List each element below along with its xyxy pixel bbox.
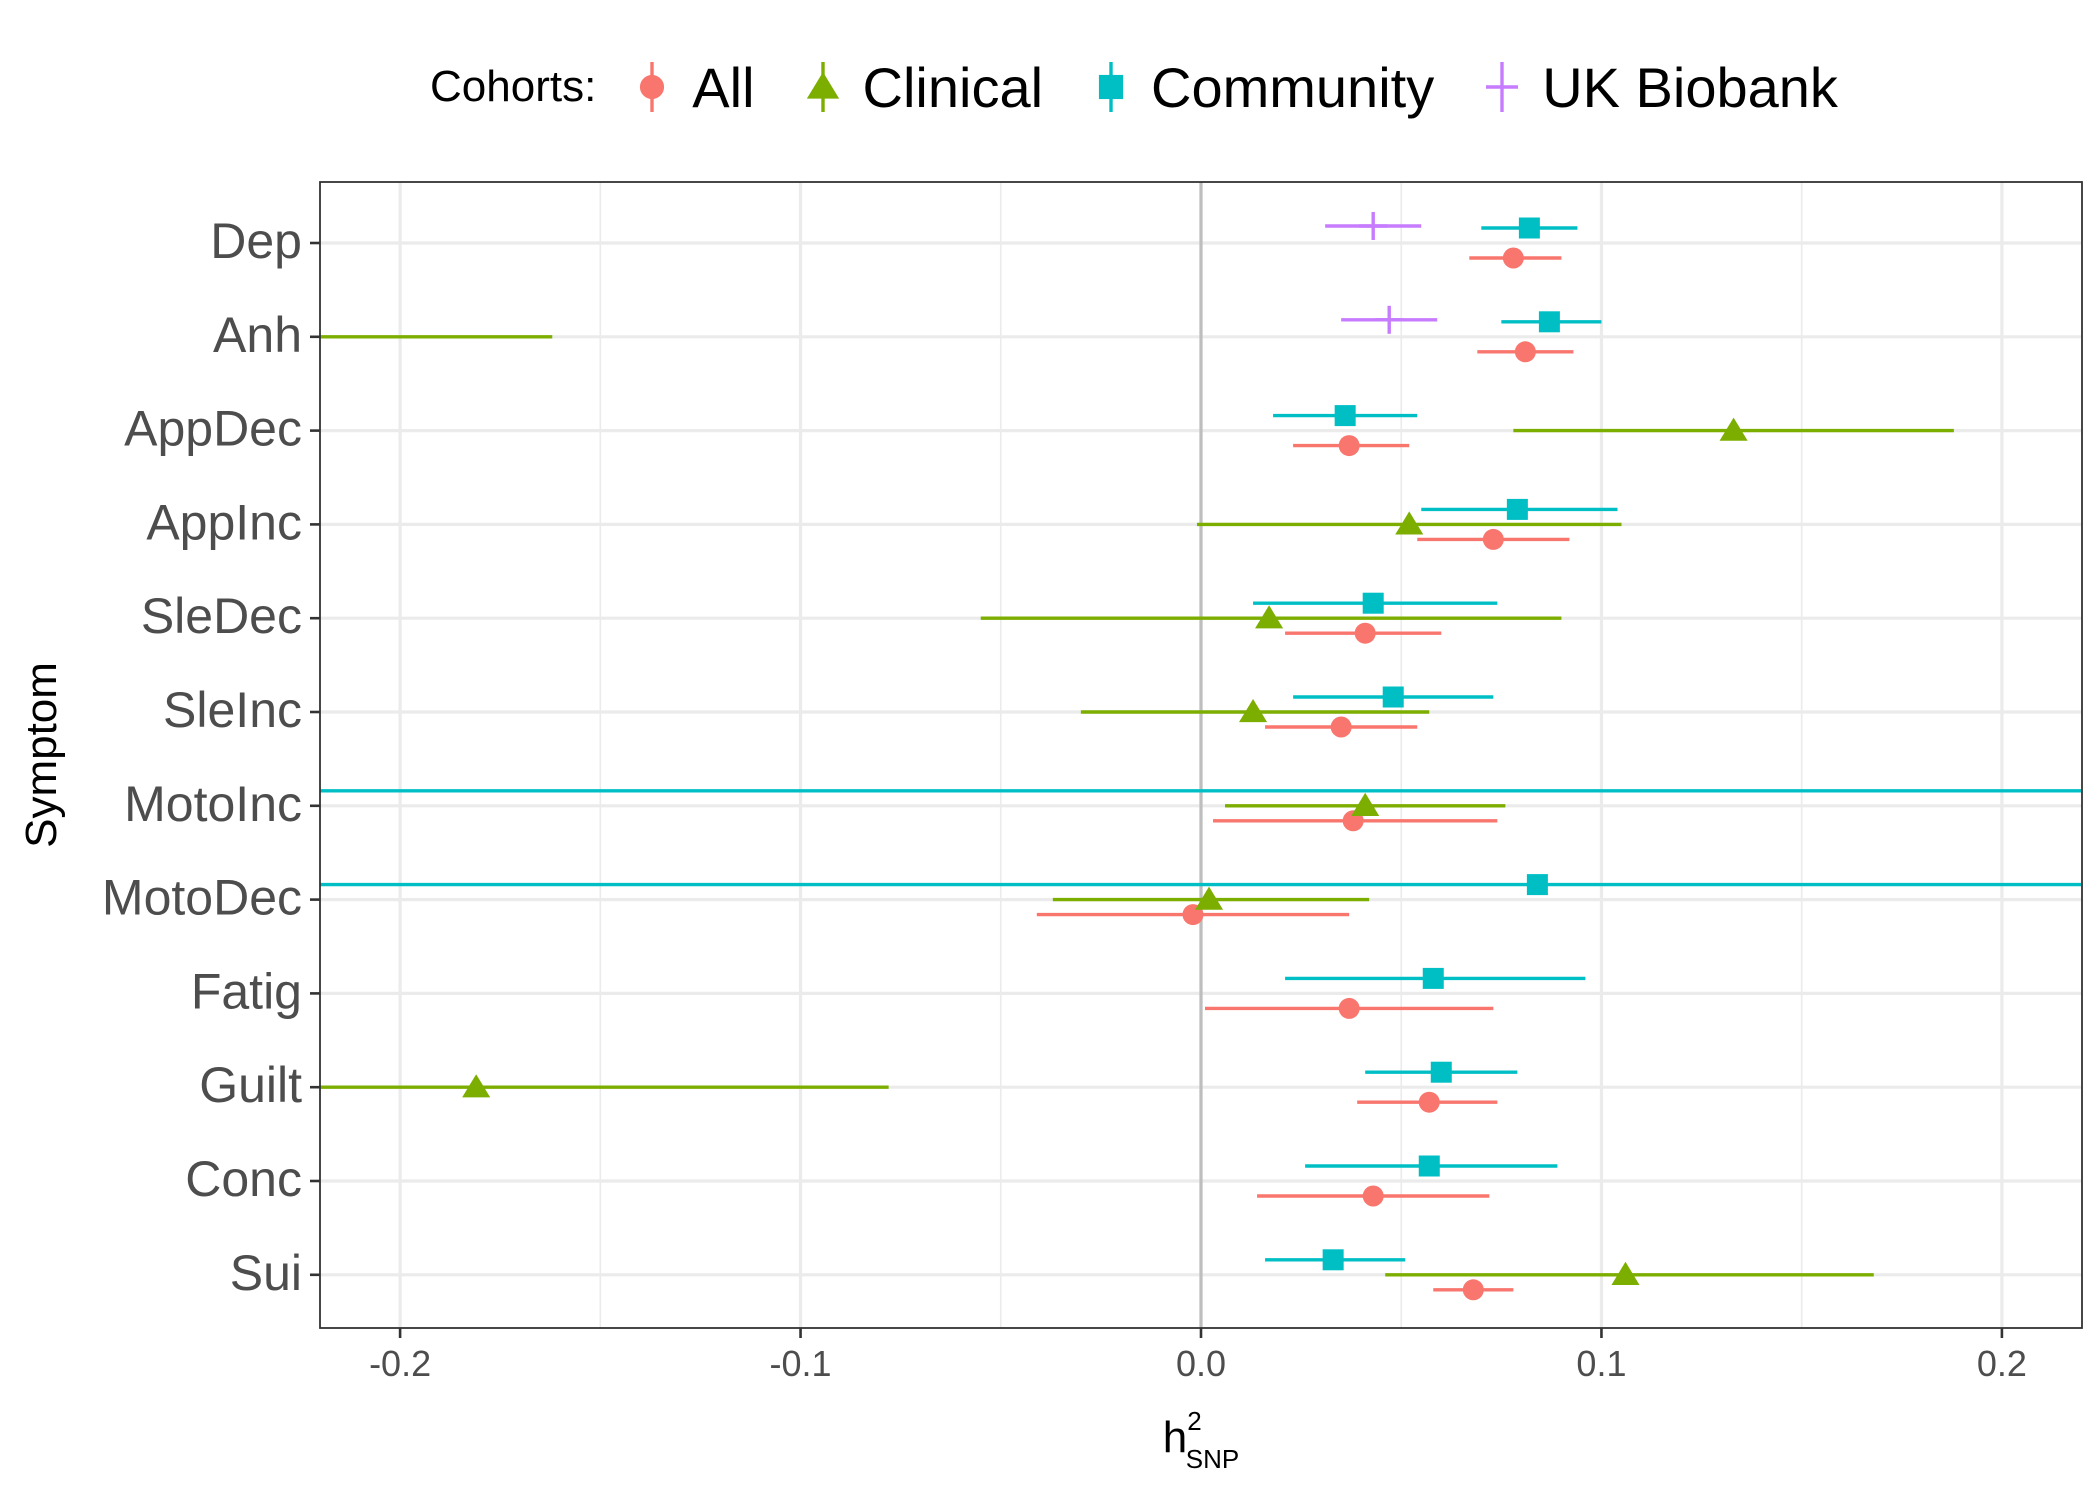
- x-axis-title-sub: SNP: [1186, 1444, 1239, 1474]
- y-tick-label-anh: Anh: [213, 307, 302, 363]
- y-tick-label-motodec: MotoDec: [102, 870, 302, 926]
- point-community-guilt-marker: [1430, 1061, 1452, 1083]
- point-all-appdec-marker: [1338, 435, 1360, 457]
- point-clinical-sleinc-marker: [1239, 699, 1268, 723]
- point-all-sledec-marker: [1354, 622, 1376, 644]
- point-community-sledec-marker: [1362, 592, 1384, 614]
- legend-item-uk-biobank: UK Biobank: [1472, 52, 1838, 122]
- series-marks: [320, 212, 2082, 1301]
- y-tick-label-sleinc: SleInc: [163, 682, 302, 738]
- legend-item-clinical: Clinical: [793, 52, 1044, 122]
- x-tick-label: 0.2: [1977, 1343, 2027, 1384]
- point-clinical-sui-marker: [1611, 1261, 1640, 1285]
- point-community-appinc-marker: [1506, 498, 1528, 520]
- legend-key-cross-icon: [1486, 62, 1519, 112]
- y-tick-label-appdec: AppDec: [124, 401, 302, 457]
- y-tick-label-dep: Dep: [210, 213, 302, 269]
- point-community-conc-marker: [1418, 1155, 1440, 1177]
- point-community-dep-marker: [1518, 217, 1540, 239]
- point-clinical-appdec-marker: [1719, 417, 1748, 441]
- point-clinical-guilt-marker: [462, 1074, 491, 1098]
- y-tick-label-sui: Sui: [230, 1245, 302, 1301]
- legend-key-square: [1098, 74, 1124, 100]
- legend: Cohorts: All Clinical Community UK Bioba…: [430, 52, 1876, 122]
- point-all-fatig-marker: [1338, 997, 1360, 1019]
- x-axis-title: h2 SNP: [1163, 1406, 1239, 1474]
- legend-label-uk-biobank: UK Biobank: [1542, 55, 1838, 119]
- grid-lines: [320, 182, 2082, 1328]
- point-all-guilt-marker: [1418, 1091, 1440, 1113]
- x-tick-label: -0.2: [369, 1343, 431, 1384]
- axes: Dep Anh AppDec AppInc SleDec SleInc MotoInc Mot…: [102, 213, 2027, 1384]
- point-uk-biobank-dep-marker: [1359, 212, 1388, 240]
- legend-key-square-icon: [1098, 62, 1124, 112]
- x-axis-title-sup: 2: [1187, 1406, 1201, 1436]
- point-clinical-appinc-marker: [1395, 511, 1424, 535]
- point-community-fatig-marker: [1422, 967, 1444, 989]
- point-uk-biobank-anh-marker: [1375, 305, 1404, 334]
- y-tick-label-motoinc: MotoInc: [124, 776, 302, 832]
- point-community-appdec-marker: [1334, 405, 1356, 427]
- legend-label-all: All: [692, 55, 755, 119]
- point-clinical-motodec-marker: [1194, 886, 1224, 910]
- y-tick-label-appinc: AppInc: [146, 494, 302, 550]
- y-tick-label-sledec: SleDec: [141, 588, 302, 644]
- point-all-dep-marker: [1502, 247, 1524, 269]
- point-all-conc-marker: [1362, 1185, 1384, 1207]
- y-tick-label-guilt: Guilt: [199, 1057, 302, 1113]
- legend-title: Cohorts:: [430, 62, 597, 111]
- point-all-appinc-marker: [1482, 528, 1504, 550]
- point-community-motodec-marker: [1526, 874, 1548, 896]
- legend-key-circle-icon: [640, 62, 665, 112]
- x-tick-label: 0.0: [1176, 1343, 1226, 1384]
- y-tick-label-conc: Conc: [185, 1151, 302, 1207]
- point-clinical-motoinc-marker: [1351, 792, 1380, 816]
- legend-item-community: Community: [1081, 52, 1434, 122]
- legend-key-triangle: [806, 72, 839, 99]
- point-clinical-sledec-marker: [1255, 605, 1284, 629]
- point-all-sleinc-marker: [1330, 716, 1352, 738]
- legend-label-clinical: Clinical: [862, 55, 1044, 119]
- y-tick-label-fatig: Fatig: [191, 963, 302, 1019]
- legend-label-community: Community: [1151, 55, 1435, 119]
- x-axis-title-main: h: [1163, 1413, 1187, 1462]
- x-tick-label: 0.1: [1576, 1343, 1626, 1384]
- legend-key-circle: [640, 74, 665, 100]
- point-all-sui-marker: [1462, 1279, 1484, 1301]
- x-tick-label: -0.1: [770, 1343, 832, 1384]
- point-community-anh-marker: [1538, 311, 1560, 333]
- legend-key-triangle-icon: [806, 62, 839, 112]
- legend-item-all: All: [622, 52, 755, 122]
- point-community-sui-marker: [1322, 1249, 1344, 1271]
- point-community-sleinc-marker: [1382, 686, 1404, 708]
- point-all-anh-marker: [1514, 341, 1536, 363]
- y-axis-title: Symptom: [17, 662, 66, 848]
